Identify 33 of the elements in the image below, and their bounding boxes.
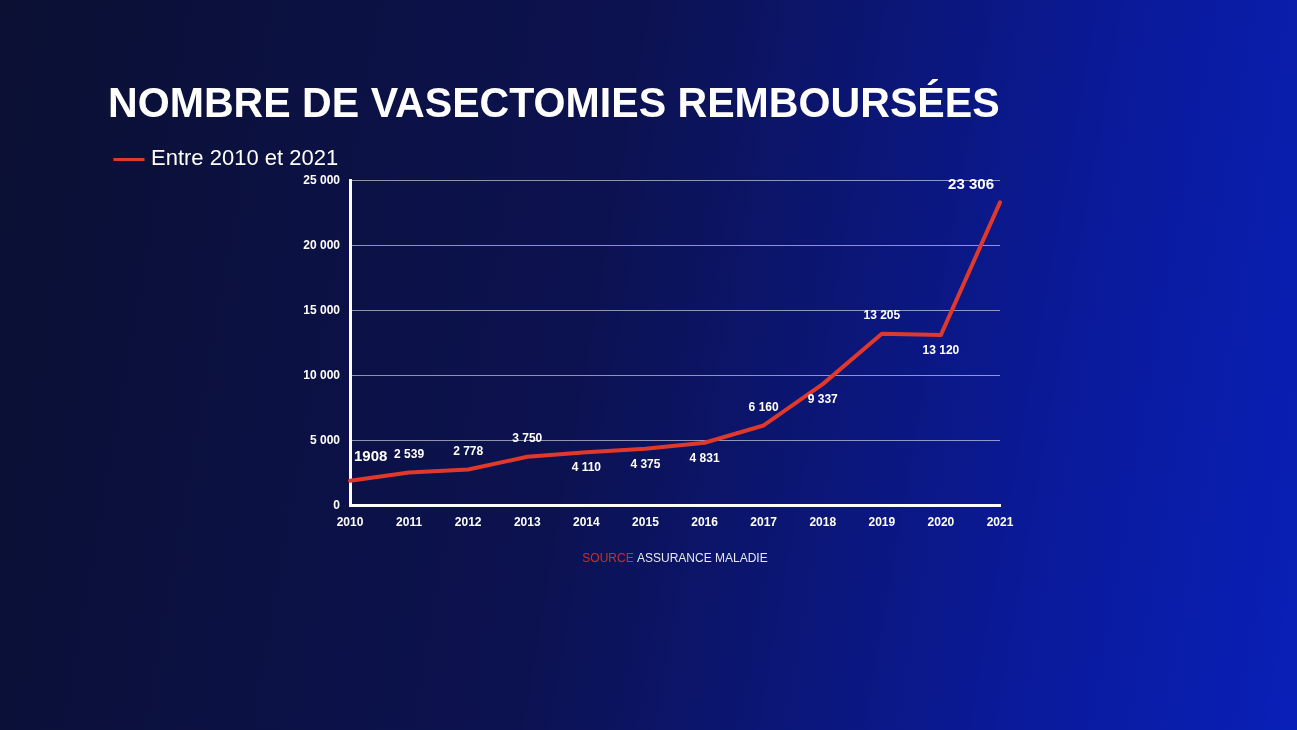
data-label: 13 205 [863,308,901,323]
y-tick-label: 10 000 [303,367,341,382]
y-tick-label: 20 000 [303,237,341,252]
x-tick-label: 2021 [986,515,1014,530]
y-tick-label: 5 000 [309,432,341,447]
y-tick-label: 0 [333,497,341,512]
x-tick-label: 2010 [336,515,364,530]
data-label: 23 306 [948,174,994,192]
data-label: 4 110 [571,460,602,475]
legend-label: Entre 2010 et 2021 [151,145,339,171]
data-label: 1908 [354,446,388,464]
data-label: 6 160 [748,399,779,414]
chart-title: NOMBRE DE VASECTOMIES REMBOURSÉES [108,78,1000,126]
data-label: 2 778 [453,443,484,458]
x-tick-label: 2012 [454,515,482,530]
x-tick-label: 2017 [750,515,778,530]
x-tick-label: 2019 [868,515,896,530]
data-label: 2 539 [394,446,425,461]
x-tick-label: 2020 [927,515,955,530]
x-tick-label: 2016 [691,515,719,530]
x-tick-label: 2013 [513,515,541,530]
data-label: 3 750 [512,431,543,446]
x-tick-label: 2015 [632,515,660,530]
data-label: 4 375 [630,457,661,471]
data-label: 9 337 [807,392,839,407]
data-label: 13 120 [922,343,960,358]
data-label: 4 831 [689,451,720,466]
y-tick-label: 25 000 [303,172,341,187]
x-tick-label: 2011 [396,515,423,530]
x-tick-label: 2014 [573,515,601,530]
source-note: SOURCE ASSURANCE MALADIE [582,550,768,565]
x-tick-label: 2018 [809,515,837,530]
y-tick-label: 15 000 [303,302,341,317]
